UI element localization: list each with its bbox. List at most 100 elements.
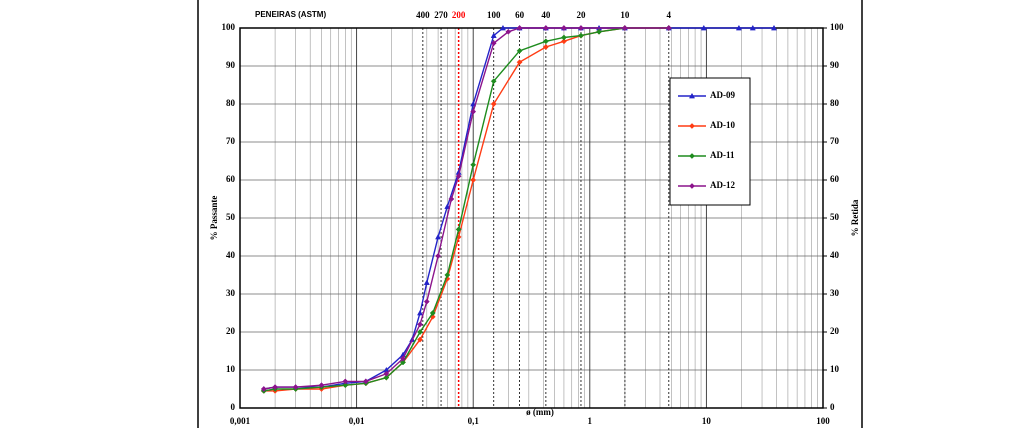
marker: [689, 123, 695, 129]
y2-tick-label: 30: [830, 288, 840, 298]
marker: [665, 25, 672, 31]
marker: [400, 359, 406, 366]
marker: [700, 24, 707, 31]
marker: [318, 382, 325, 389]
sieve-label: 60: [515, 10, 525, 20]
series-line: [263, 27, 669, 392]
legend-label: AD-10: [710, 120, 735, 130]
marker: [342, 382, 349, 389]
x-tick-label: 0,1: [468, 416, 480, 426]
y-tick-label: 90: [226, 60, 236, 70]
marker: [749, 24, 756, 31]
sieve-label: 100: [487, 10, 501, 20]
marker: [383, 370, 390, 377]
legend-label: AD-11: [710, 150, 735, 160]
legend-label: AD-09: [710, 90, 735, 100]
marker: [689, 183, 695, 189]
marker: [470, 177, 477, 183]
y-tick-label: 50: [226, 212, 236, 222]
sieve-label: 20: [576, 10, 586, 20]
y2-tick-label: 10: [830, 364, 840, 374]
marker: [542, 38, 549, 45]
marker: [383, 374, 390, 381]
marker: [362, 378, 369, 385]
y2-tick-label: 70: [830, 136, 840, 146]
marker: [417, 336, 423, 343]
marker: [516, 47, 523, 54]
marker: [470, 108, 477, 115]
sieve-label: 10: [620, 10, 630, 20]
marker: [689, 153, 695, 159]
y2-axis-label: % Retida: [850, 199, 860, 236]
marker: [455, 226, 462, 233]
x-tick-label: 0,001: [230, 416, 251, 426]
marker: [542, 44, 549, 50]
marker: [542, 25, 549, 31]
y2-tick-label: 0: [830, 402, 835, 412]
marker: [596, 28, 602, 35]
y2-tick-label: 100: [830, 22, 844, 32]
y2-tick-label: 90: [830, 60, 840, 70]
y2-tick-label: 80: [830, 98, 840, 108]
marker: [735, 24, 742, 31]
chart-title: PENEIRAS (ASTM): [255, 10, 326, 19]
sieve-label: 270: [434, 10, 448, 20]
marker: [435, 253, 442, 259]
marker: [444, 203, 451, 209]
marker: [770, 24, 778, 31]
x-tick-label: 0,01: [349, 416, 365, 426]
marker: [688, 92, 696, 99]
x-axis-label: ø (mm): [526, 407, 554, 417]
marker: [342, 378, 349, 385]
marker: [505, 28, 512, 35]
sieve-label: 200: [452, 10, 466, 20]
sieve-label: 400: [416, 10, 430, 20]
sieve-label: 40: [541, 10, 551, 20]
y2-tick-label: 50: [830, 212, 840, 222]
marker: [400, 355, 406, 362]
marker: [621, 25, 628, 31]
legend-label: AD-12: [710, 180, 735, 190]
marker: [490, 32, 497, 38]
y-tick-label: 0: [231, 402, 236, 412]
marker: [578, 25, 584, 31]
marker: [470, 161, 477, 168]
x-tick-label: 1: [588, 416, 593, 426]
marker: [490, 78, 497, 85]
marker: [516, 25, 523, 31]
marker: [560, 38, 567, 45]
y-tick-label: 40: [226, 250, 236, 260]
marker: [272, 384, 279, 391]
y-tick-label: 30: [226, 288, 236, 298]
y2-tick-label: 60: [830, 174, 840, 184]
marker: [578, 32, 584, 39]
marker: [448, 196, 455, 202]
marker: [444, 272, 451, 278]
marker: [499, 24, 506, 31]
y-tick-label: 80: [226, 98, 236, 108]
marker: [417, 329, 423, 335]
series-line: [263, 27, 669, 390]
marker: [260, 386, 267, 392]
y-tick-label: 60: [226, 174, 236, 184]
marker: [429, 310, 436, 316]
marker: [417, 309, 424, 316]
y-tick-label: 20: [226, 326, 236, 336]
y-axis-label: % Passante: [209, 196, 219, 241]
x-tick-label: 10: [702, 416, 712, 426]
y-tick-label: 70: [226, 136, 236, 146]
sieve-label: 4: [667, 10, 672, 20]
marker: [560, 34, 567, 41]
marker: [516, 59, 523, 66]
marker: [455, 173, 462, 180]
y-tick-label: 100: [222, 22, 236, 32]
marker: [490, 40, 497, 47]
marker: [417, 321, 423, 328]
marker: [292, 384, 299, 391]
legend: [669, 77, 751, 206]
y-tick-label: 10: [226, 364, 236, 374]
marker: [560, 25, 567, 31]
marker: [423, 279, 430, 285]
marker: [490, 101, 497, 107]
